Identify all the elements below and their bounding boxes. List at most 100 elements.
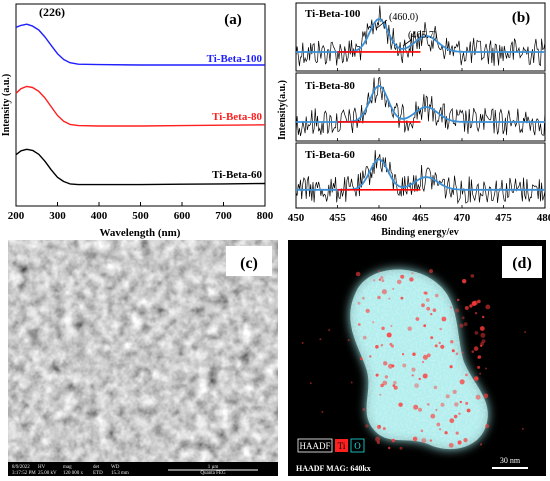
xps-peak-leader-2 [402,39,412,47]
ti-dot [411,367,416,372]
ti-dot [378,278,382,281]
sem-time: 3:17:52 PM [12,471,36,476]
ti-dot [481,339,486,344]
ti-dot [319,338,322,341]
sem-date: 8/9/2022 [12,465,30,470]
xps-x-tick-label-455: 455 [329,212,346,224]
ti-dot [357,301,361,305]
ti-dot [440,402,445,407]
ti-dot [388,363,393,369]
ti-dot [396,279,402,285]
haadf-panel-label: (d) [512,255,532,272]
ti-dot [375,345,379,349]
xps-subpanel-label-ti-beta-80: Ti-Beta-80 [305,80,355,92]
ti-dot [423,324,427,328]
ti-dot [373,279,376,282]
sem-image-texture [8,240,278,464]
ti-dot [384,375,389,379]
ti-dot [365,308,370,313]
ti-dot [474,331,479,335]
ti-dot [441,316,447,322]
series-line-ti-beta-80 [15,85,266,127]
ti-dot [369,355,372,358]
ti-dot [485,367,487,370]
xps-raw-spectrum-2 [295,150,546,205]
ti-dot [459,379,465,385]
ti-dot [479,326,485,331]
ti-dot [436,422,441,427]
ti-dot [477,365,481,369]
x-tick-label-300: 300 [49,210,66,222]
xps-x-tick-label-480: 480 [537,212,550,224]
ti-dot [386,332,392,338]
ti-dot [473,346,479,351]
ti-dot [402,363,407,368]
ti-dot [422,373,428,379]
ti-dot [426,403,430,406]
ti-dot [407,326,412,331]
ti-dot [301,342,304,344]
sem-mag-label: mag [63,465,72,470]
ti-dot [413,404,419,410]
chart-a-x-axis-label: Wavelength (nm) [100,227,181,239]
xps-peak-leader-1 [376,19,388,29]
ti-dot [433,385,438,390]
ti-dot [449,365,453,369]
sem-mag-value: 120 000 x [63,471,84,476]
ti-dot [438,428,442,431]
series-label-ti-beta-60: Ti-Beta-60 [212,169,262,181]
ti-dot [435,408,438,412]
xps-x-tick-label-460: 460 [371,212,388,224]
ti-dot [479,443,483,446]
ti-dot [400,274,405,279]
xps-x-tick-label-470: 470 [454,212,471,224]
ti-dot [398,402,403,407]
haadf-caption: HAADF MAG: 640kx [296,464,371,473]
ti-dot [388,297,391,300]
ti-dot [309,382,312,385]
ti-dot [362,408,366,411]
ti-dot [455,431,459,435]
ti-dot [390,325,393,327]
ti-dot [459,400,462,404]
series-line-ti-beta-60 [15,148,266,186]
ti-dot [359,357,363,361]
chart-b-panel-label: (b) [512,10,530,26]
ti-dot [445,394,450,399]
sem-hv-label: HV [38,465,46,470]
ti-dot [422,361,424,363]
ti-dot [449,418,455,424]
ti-dot [462,279,467,284]
ti-dot [381,279,385,283]
ti-dot [379,393,382,396]
ti-dot [402,353,405,356]
ti-dot [376,424,382,430]
sem-instrument: Quanta FEG [200,471,226,476]
ti-dot [471,301,477,306]
ti-dot [439,327,442,331]
haadf-scale-label: 30 nm [500,456,521,465]
x-tick-label-600: 600 [174,210,191,222]
ti-dot [392,288,395,290]
ti-dot [453,414,458,419]
ti-dot [471,350,475,353]
ti-dot [412,436,418,442]
ti-dot [466,408,471,413]
ti-dot [454,402,459,407]
ti-dot [465,373,468,377]
ti-dot [463,438,468,443]
xps-subpanel-label-ti-beta-60: Ti-Beta-60 [305,149,355,161]
legend-haadf: HAADF [299,441,330,451]
ti-dot [421,438,427,443]
chart-a-y-axis-label: Intensity (a.u.) [1,74,12,137]
ti-dot [372,321,375,324]
ti-dot [380,276,384,280]
ti-dot [475,394,481,400]
ti-dot [377,295,381,300]
ti-dot [464,306,469,310]
xps-subpanel-label-ti-beta-100: Ti-Beta-100 [305,8,361,20]
ti-dot [421,303,425,308]
ti-dot [355,271,361,277]
ti-dot [465,401,469,405]
ti-dot [415,317,420,321]
